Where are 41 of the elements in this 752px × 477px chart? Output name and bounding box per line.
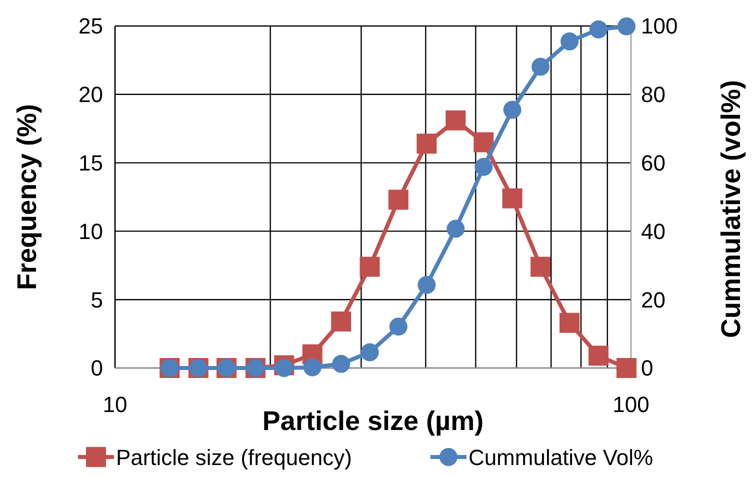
y-axis-title: Frequency (%): [12, 104, 42, 290]
point: [532, 58, 550, 76]
point: [617, 17, 636, 36]
y-tick-label: 20: [78, 82, 103, 108]
y2-axis-title: Cummulative (vol%): [716, 80, 746, 338]
point: [275, 359, 294, 377]
legend-label: Particle size (frequency): [116, 445, 352, 470]
y-tick-label: 15: [78, 150, 103, 176]
point: [331, 311, 352, 332]
point: [588, 346, 608, 366]
point: [360, 343, 379, 362]
point: [446, 220, 465, 238]
y2-tick-label: 0: [641, 356, 654, 381]
y2-tick-label: 80: [641, 82, 666, 108]
legend-label: Cummulative Vol%: [468, 445, 654, 470]
y-tick-label: 25: [78, 14, 103, 39]
point: [303, 358, 322, 376]
point: [590, 20, 608, 38]
point: [530, 256, 551, 277]
point: [616, 358, 636, 378]
y-tick-label: 10: [78, 218, 103, 244]
x-axis-title: Particle size (µm): [262, 406, 484, 436]
y-tick-label: 5: [90, 287, 103, 312]
point: [389, 318, 408, 336]
point: [332, 354, 350, 373]
point: [418, 276, 436, 294]
point: [474, 158, 493, 176]
y2-tick-label: 20: [641, 287, 666, 312]
y2-tick-label: 60: [641, 150, 666, 176]
point: [560, 32, 579, 50]
point: [502, 188, 522, 208]
point: [474, 132, 494, 152]
point: [446, 110, 466, 130]
point: [388, 190, 408, 210]
point: [360, 256, 380, 277]
point: [503, 100, 522, 119]
point: [416, 134, 437, 154]
y2-tick-label: 40: [641, 218, 666, 244]
y-tick-label: 0: [90, 356, 103, 381]
point: [560, 312, 580, 333]
y2-tick-label: 100: [641, 14, 678, 39]
